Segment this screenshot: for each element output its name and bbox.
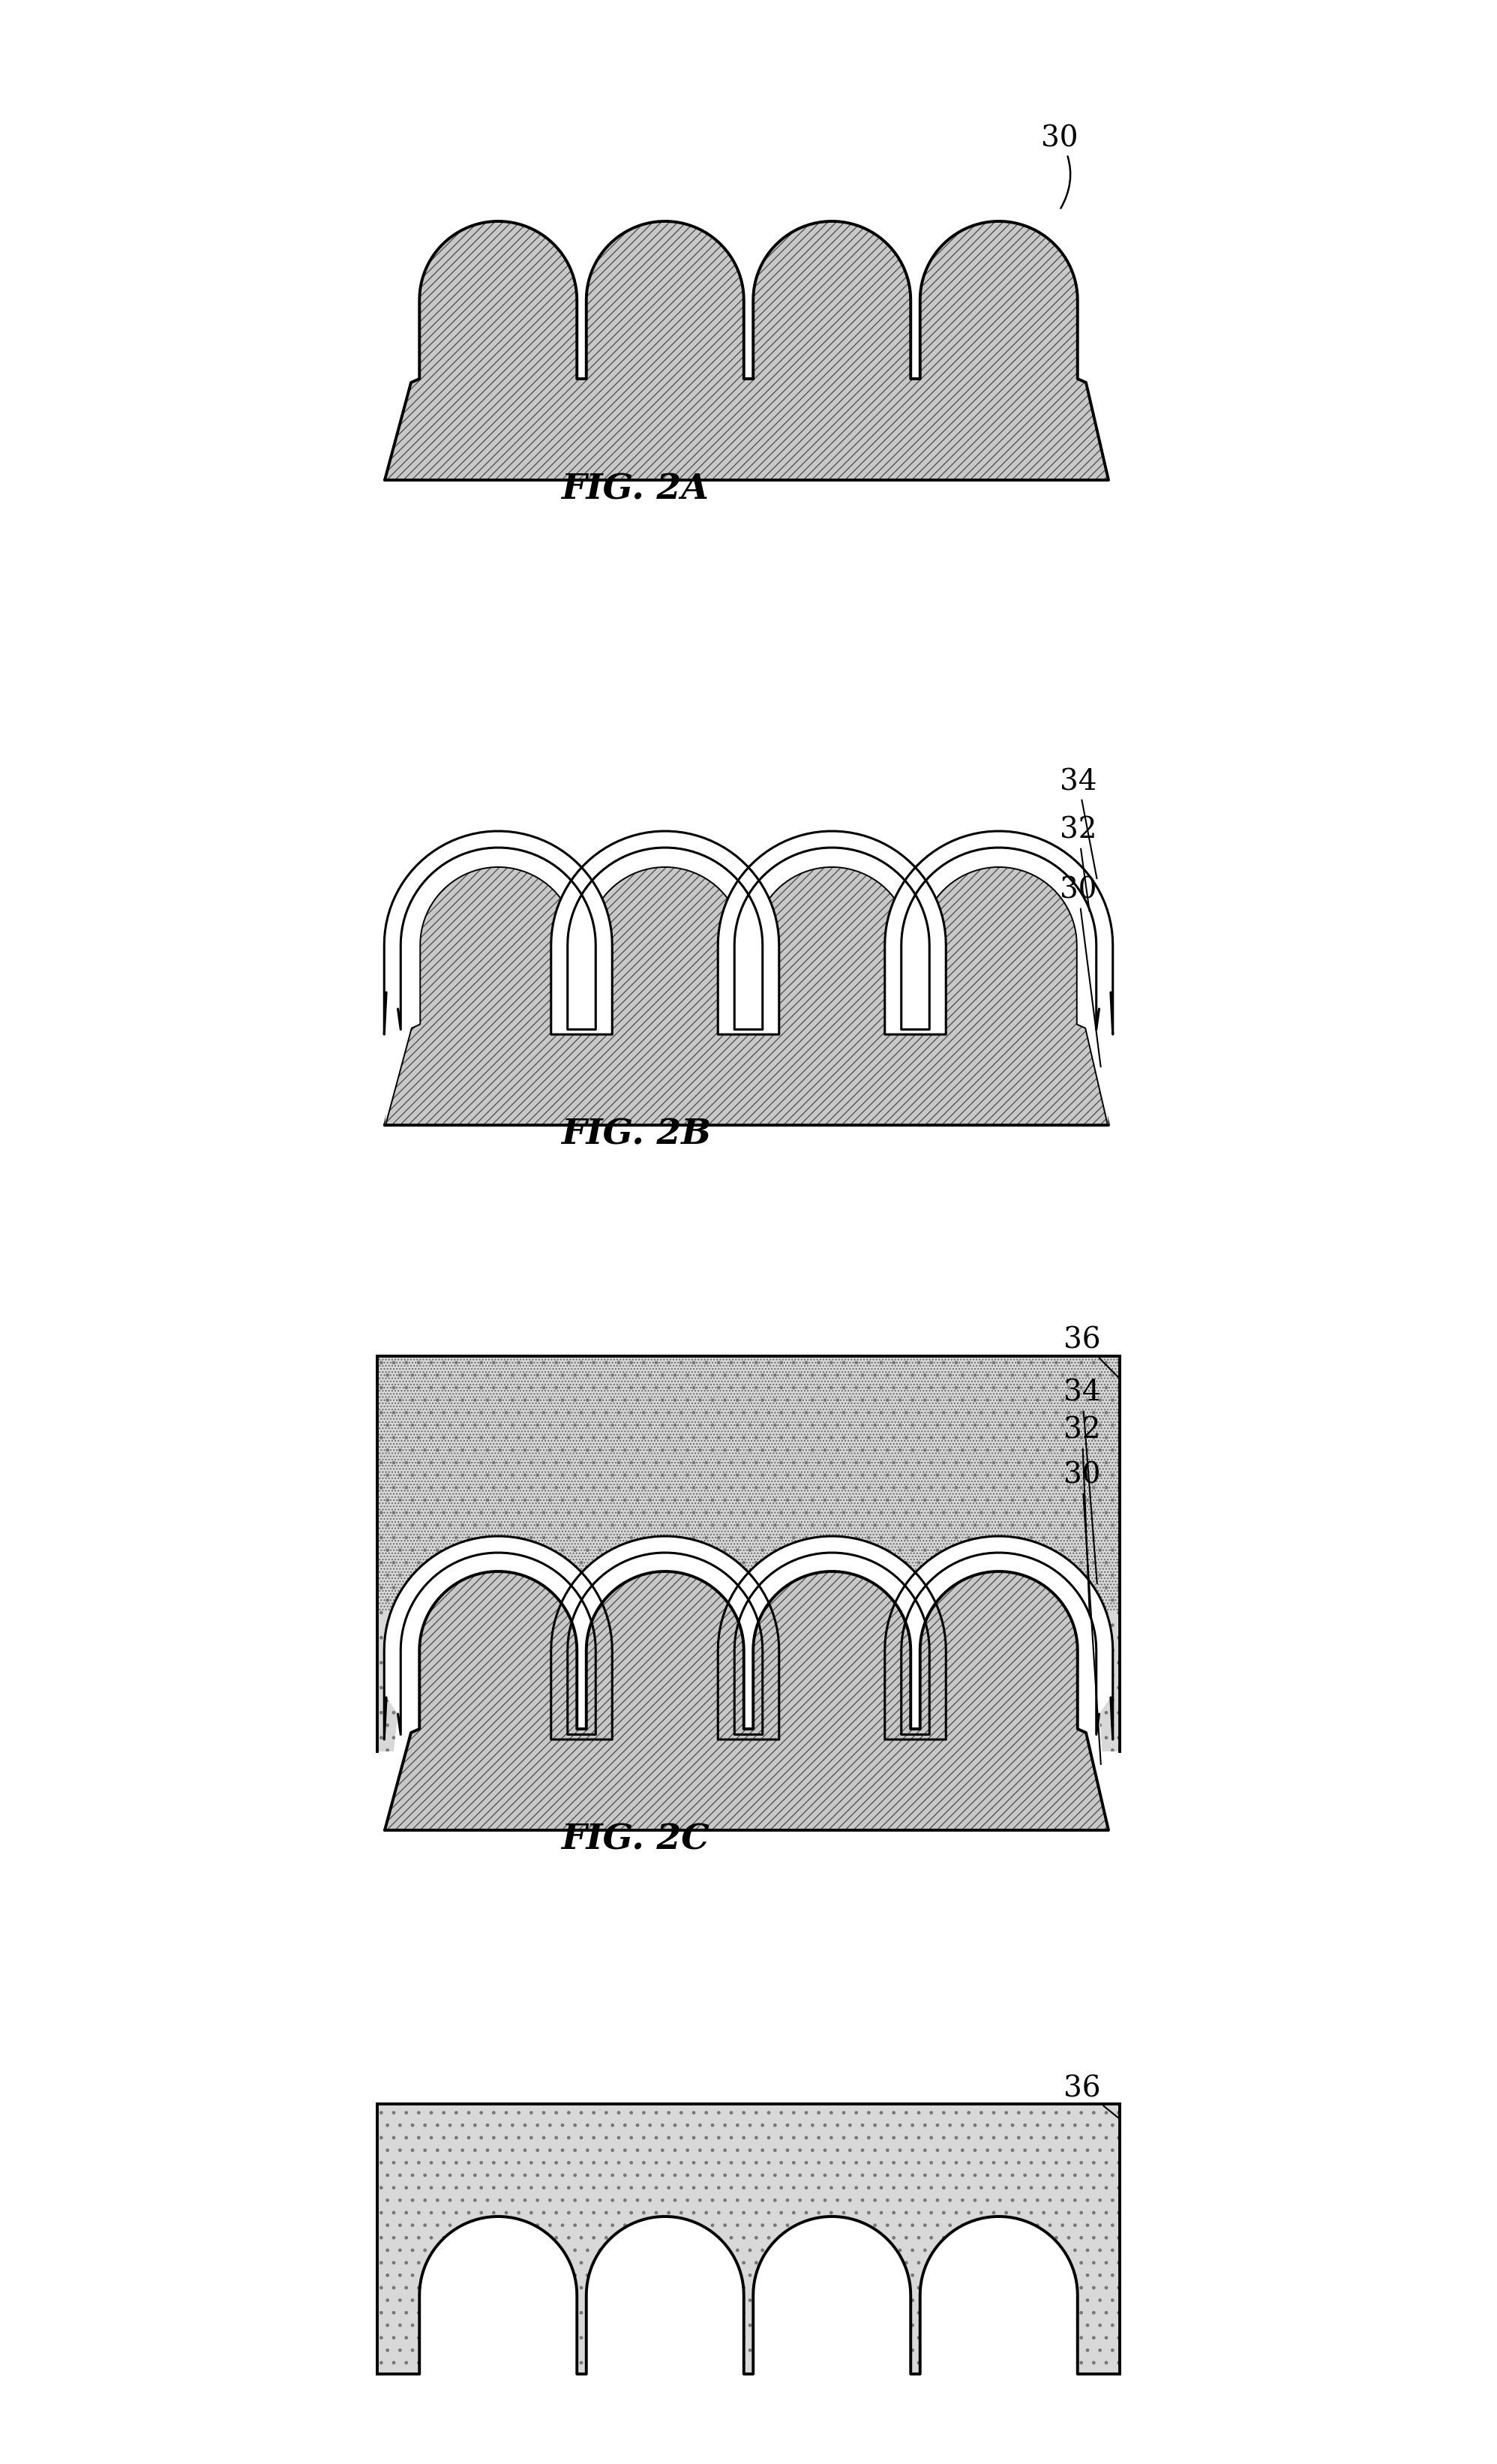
Text: 32: 32	[1060, 818, 1097, 912]
Text: 32: 32	[1063, 1417, 1100, 1616]
Text: 30: 30	[1060, 877, 1100, 1067]
Text: FIG. 2A: FIG. 2A	[561, 471, 708, 505]
Polygon shape	[385, 1552, 1108, 1831]
Polygon shape	[385, 1535, 1112, 1740]
Text: 36: 36	[1063, 2075, 1118, 2117]
Polygon shape	[753, 2218, 910, 2373]
Text: 34: 34	[1060, 769, 1097, 880]
Polygon shape	[385, 848, 1108, 1126]
Text: 34: 34	[1063, 1380, 1100, 1584]
Text: FIG. 2C: FIG. 2C	[561, 1821, 710, 1855]
Polygon shape	[587, 2218, 744, 2373]
Text: 30: 30	[1063, 1461, 1100, 1764]
Text: 30: 30	[1040, 126, 1078, 209]
Polygon shape	[385, 1572, 1108, 1831]
Polygon shape	[377, 1355, 1120, 1752]
Polygon shape	[385, 830, 1112, 1035]
Text: FIG. 2B: FIG. 2B	[561, 1116, 711, 1151]
Polygon shape	[921, 2218, 1078, 2373]
Polygon shape	[377, 2104, 1120, 2373]
Polygon shape	[419, 2218, 576, 2373]
Polygon shape	[385, 222, 1108, 480]
Polygon shape	[377, 1355, 1120, 1611]
Polygon shape	[385, 867, 1108, 1126]
Text: 36: 36	[1063, 1328, 1118, 1377]
Polygon shape	[385, 1572, 1108, 1831]
